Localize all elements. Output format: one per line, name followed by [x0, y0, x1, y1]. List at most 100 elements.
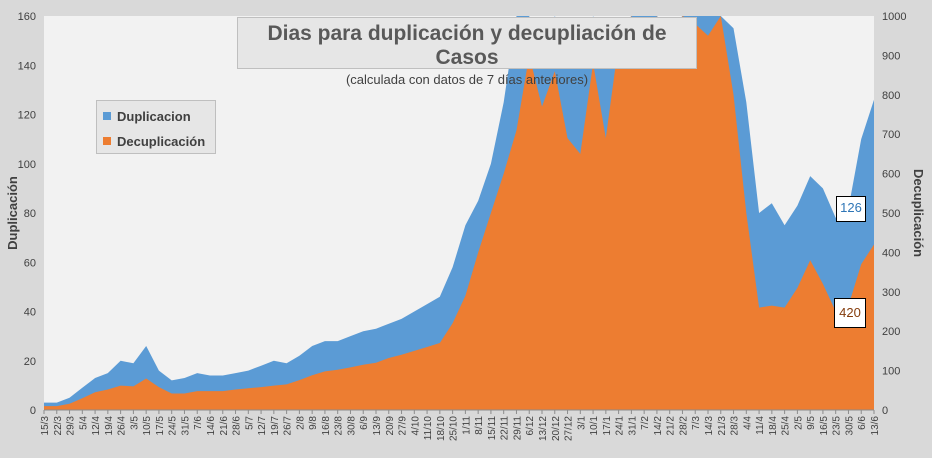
x-tick-label: 6/6 [857, 416, 868, 430]
legend-item-duplicacion: Duplicacion [103, 107, 191, 125]
x-tick-label: 16/8 [321, 416, 332, 436]
x-tick-label: 14/2 [653, 416, 664, 436]
y2-tick-label: 0 [882, 405, 888, 417]
y2-tick-label: 900 [882, 50, 900, 62]
x-tick-label: 10/1 [589, 416, 600, 436]
x-tick-label: 23/5 [832, 416, 843, 436]
x-tick-label: 27/12 [564, 416, 575, 441]
x-tick-label: 5/7 [244, 416, 255, 430]
x-tick-label: 28/6 [232, 416, 243, 436]
x-tick-label: 11/10 [423, 416, 434, 441]
y2-tick-label: 1000 [882, 11, 906, 23]
x-tick-label: 2/8 [295, 416, 306, 430]
x-tick-label: 20/9 [385, 416, 396, 436]
y-tick-label: 160 [18, 11, 36, 23]
x-tick-label: 23/8 [334, 416, 345, 436]
x-tick-label: 17/5 [155, 416, 166, 436]
x-tick-label: 4/10 [410, 416, 421, 436]
x-tick-label: 22/3 [53, 416, 64, 436]
y2-tick-label: 400 [882, 247, 900, 259]
x-tick-label: 26/7 [283, 416, 294, 436]
y2-tick-label: 500 [882, 208, 900, 220]
x-tick-label: 11/4 [755, 416, 766, 435]
x-tick-label: 13/12 [538, 416, 549, 441]
x-tick-label: 7/2 [640, 416, 651, 430]
x-tick-label: 19/7 [270, 416, 281, 436]
x-tick-label: 19/4 [104, 416, 115, 436]
x-tick-label: 3/5 [129, 416, 140, 430]
x-tick-label: 9/5 [806, 416, 817, 430]
x-tick-label: 30/8 [347, 416, 358, 436]
legend-label-duplicacion: Duplicacion [117, 108, 191, 124]
last-value-label-duplicacion: 126 [836, 196, 866, 222]
y-axis-title: Duplicación [5, 176, 20, 250]
y-tick-label: 100 [18, 159, 36, 171]
x-tick-label: 27/9 [398, 416, 409, 436]
x-tick-label: 14/3 [704, 416, 715, 436]
x-tick-label: 9/8 [308, 416, 319, 430]
x-tick-label: 6/12 [525, 416, 536, 436]
x-tick-label: 21/6 [219, 416, 230, 436]
x-tick-label: 8/11 [474, 416, 485, 435]
y-tick-label: 140 [18, 60, 36, 72]
x-tick-label: 15/3 [40, 416, 51, 436]
x-tick-label: 20/12 [551, 416, 562, 441]
x-tick-label: 29/3 [66, 416, 77, 436]
chart-title: Dias para duplicación y decupliación de … [267, 22, 667, 69]
x-tick-label: 2/5 [793, 416, 804, 430]
y2-tick-label: 100 [882, 366, 900, 378]
y-tick-label: 20 [24, 356, 36, 368]
series-area-decuplicacion [44, 16, 874, 410]
y2-tick-label: 800 [882, 90, 900, 102]
x-tick-label: 26/4 [117, 416, 128, 436]
x-tick-label: 21/2 [666, 416, 677, 436]
y-tick-label: 80 [24, 208, 36, 220]
x-tick-label: 15/11 [487, 416, 498, 441]
x-tick-label: 25/10 [449, 416, 460, 441]
x-tick-label: 31/5 [181, 416, 192, 436]
x-tick-label: 6/9 [359, 416, 370, 430]
x-tick-label: 24/5 [168, 416, 179, 436]
x-tick-label: 29/11 [513, 416, 524, 441]
y2-tick-label: 700 [882, 129, 900, 141]
chart-title-box: Dias para duplicación y decupliación de … [237, 17, 697, 87]
y-tick-label: 0 [30, 405, 36, 417]
x-tick-label: 18/10 [436, 416, 447, 441]
chart-subtitle: (calculada con datos de 7 días anteriore… [345, 72, 589, 87]
x-tick-label: 7/3 [691, 416, 702, 430]
y2-tick-label: 600 [882, 169, 900, 181]
x-tick-label: 10/5 [142, 416, 153, 436]
legend: Duplicacion Decuplicación [96, 100, 216, 154]
x-tick-label: 5/4 [78, 416, 89, 430]
x-tick-label: 16/5 [819, 416, 830, 436]
x-tick-label: 14/6 [206, 416, 217, 436]
x-tick-label: 18/4 [768, 416, 779, 436]
x-tick-label: 13/6 [870, 416, 881, 436]
x-tick-label: 13/9 [372, 416, 383, 436]
legend-swatch-decuplicacion [103, 137, 111, 145]
y2-axis-title: Decuplicación [911, 169, 926, 257]
last-value-label-decuplicacion: 420 [834, 298, 866, 328]
legend-swatch-duplicacion [103, 112, 111, 120]
legend-label-decuplicacion: Decuplicación [117, 133, 206, 149]
x-tick-label: 31/1 [627, 416, 638, 436]
x-tick-label: 25/4 [781, 416, 792, 436]
legend-item-decuplicacion: Decuplicación [103, 132, 205, 150]
y-tick-label: 60 [24, 257, 36, 269]
y-tick-label: 120 [18, 110, 36, 122]
x-tick-label: 30/5 [845, 416, 856, 436]
x-tick-label: 17/1 [602, 416, 613, 436]
y2-tick-label: 200 [882, 326, 900, 338]
x-tick-label: 22/11 [500, 416, 511, 441]
x-tick-label: 12/4 [91, 416, 102, 436]
x-tick-label: 3/1 [576, 416, 587, 430]
x-tick-label: 21/3 [717, 416, 728, 436]
x-tick-label: 7/6 [193, 416, 204, 430]
x-tick-label: 24/1 [615, 416, 626, 436]
x-tick-label: 28/2 [679, 416, 690, 436]
x-tick-label: 4/4 [742, 416, 753, 430]
x-tick-label: 12/7 [257, 416, 268, 436]
x-tick-label: 28/3 [730, 416, 741, 436]
y-tick-label: 40 [24, 307, 36, 319]
